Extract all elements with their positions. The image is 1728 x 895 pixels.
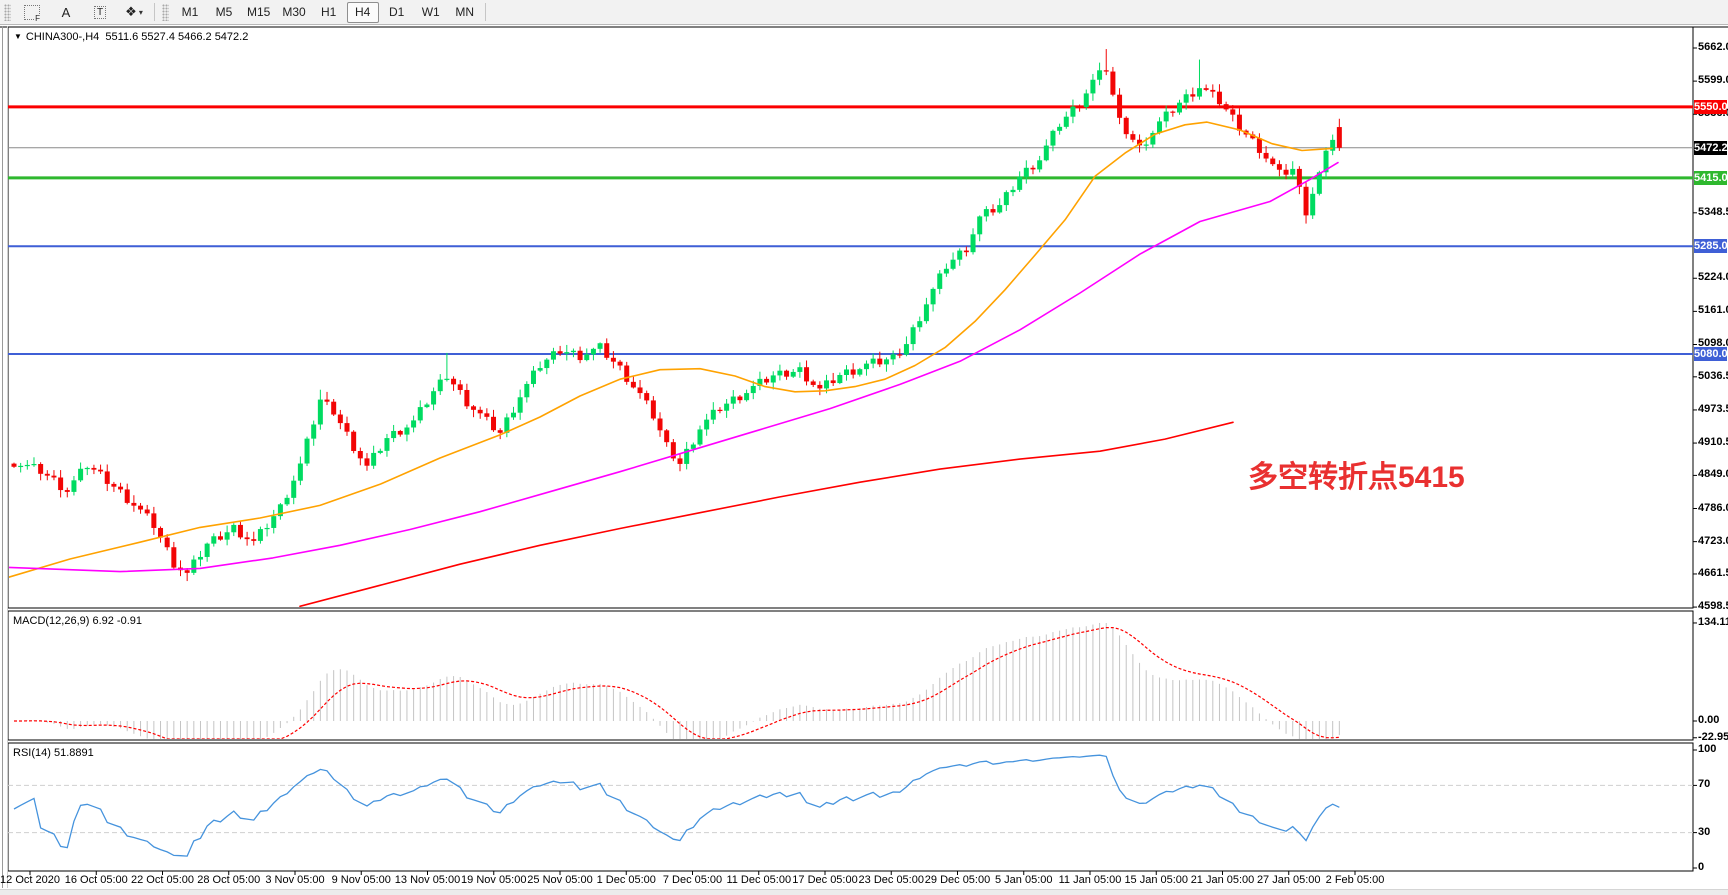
time-axis-label: 9 Nov 05:00: [331, 874, 391, 886]
toolbar-separator: [154, 3, 155, 21]
rsi-line: [13, 754, 1340, 857]
horizontal-lines: [8, 105, 1693, 355]
chart-symbol-period: CHINA300-,H4: [25, 31, 100, 43]
time-axis-label: 27 Jan 05:00: [1256, 874, 1321, 886]
timeframe-button-h1[interactable]: H1: [321, 5, 337, 19]
price-tick-label: 5161.0: [1698, 304, 1728, 317]
arrow-marker-icon[interactable]: ❖ ▾: [125, 4, 143, 19]
pointer-grid-icon[interactable]: F: [16, 2, 48, 23]
macd-signal-line: [14, 627, 1340, 739]
grid-glyph: F: [24, 4, 41, 23]
chart-text-annotation[interactable]: 多空转折点5415: [1248, 461, 1465, 494]
time-axis-label: 12 Oct 2020: [0, 874, 60, 886]
price-badge-5285.0: 5285.0: [1694, 239, 1728, 254]
price-tick-label: 4910.5: [1698, 436, 1728, 449]
candlestick-series: [11, 49, 1342, 582]
macd-axis-label: 0.00: [1698, 714, 1720, 726]
macd-axis-label: -22.95: [1698, 730, 1728, 743]
price-tick-label: 4598.5: [1698, 600, 1728, 613]
toolbar-separator: [484, 3, 486, 21]
ma-slow-line: [299, 421, 1234, 607]
text-box-icon[interactable]: T: [84, 2, 116, 23]
time-axis-label: 1 Dec 05:00: [596, 874, 656, 886]
price-tick-label: 5036.5: [1698, 369, 1728, 382]
time-axis-label: 17 Dec 05:00: [792, 874, 858, 886]
time-axis-label: 25 Nov 05:00: [527, 874, 593, 886]
rsi-axis-label: 30: [1698, 825, 1711, 838]
rsi-axis-label: 100: [1698, 743, 1717, 755]
timeframe-button-m5[interactable]: M5: [215, 5, 233, 19]
price-tick-label: 5224.0: [1698, 271, 1728, 284]
time-axis-label: 22 Oct 05:00: [131, 874, 194, 886]
chart-collapse-icon[interactable]: ▼: [14, 32, 22, 41]
time-axis-label: 19 Nov 05:00: [461, 874, 527, 886]
axis-tick-marks: [29, 47, 1697, 875]
price-tick-label: 4786.0: [1698, 501, 1728, 514]
time-axis-label: 11 Dec 05:00: [726, 874, 792, 886]
price-badge-5550.0: 5550.0: [1694, 99, 1728, 114]
price-tick-label: 4723.0: [1698, 534, 1728, 547]
time-axis-label: 15 Jan 05:00: [1124, 874, 1189, 886]
time-axis-label: 11 Jan 05:00: [1058, 874, 1122, 886]
price-tick-label: 5662.0: [1698, 41, 1728, 53]
time-axis-label: 3 Nov 05:00: [265, 874, 325, 886]
timeframe-button-m1[interactable]: M1: [181, 5, 199, 19]
timeframe-button-m15[interactable]: M15: [247, 5, 271, 19]
rsi-axis-label: 0: [1698, 861, 1705, 873]
chart-ohlc-values: 5511.6 5527.4 5466.2 5472.2: [105, 31, 249, 43]
time-axis-label: 13 Nov 05:00: [394, 874, 461, 886]
timeframe-button-group: M1 M5 M15 M30 H1 H4 D1 W1 MN: [173, 1, 482, 23]
timeframe-button-d1[interactable]: D1: [389, 5, 405, 19]
timeframe-button-m30[interactable]: M30: [282, 5, 306, 19]
price-tick-label: 4849.0: [1698, 468, 1728, 481]
timeframe-button-h4[interactable]: H4: [346, 1, 379, 23]
ma-fast-line: [9, 121, 1333, 578]
window-bottom-strip: [0, 889, 1728, 895]
current-price-badge: 5472.2: [1694, 140, 1728, 155]
macd-indicator-label: MACD(12,26,9) 6.92 -0.91: [13, 615, 143, 627]
toolbar-drag-handle[interactable]: [162, 3, 169, 21]
time-axis-label: 2 Feb 05:00: [1325, 874, 1385, 886]
text-label-icon[interactable]: A: [61, 4, 71, 20]
time-axis-label: 16 Oct 05:00: [64, 874, 128, 886]
timeframe-button-mn[interactable]: MN: [455, 5, 475, 19]
time-axis-label: 29 Dec 05:00: [924, 874, 991, 886]
time-axis-label: 21 Jan 05:00: [1190, 874, 1255, 886]
price-badge-5080.0: 5080.0: [1694, 346, 1728, 361]
window-left-rail: [2, 26, 8, 888]
ma-mid-line: [9, 161, 1339, 573]
price-tick-label: 4973.5: [1698, 402, 1728, 415]
price-tick-label: 5098.0: [1698, 337, 1728, 350]
time-axis-label: 28 Oct 05:00: [197, 874, 261, 886]
time-axis-label: 23 Dec 05:00: [858, 874, 924, 886]
price-tick-label: 4661.5: [1698, 566, 1728, 579]
rsi-axis-label: 70: [1698, 778, 1711, 791]
chart-title: ▼ CHINA300-,H4 5511.6 5527.4 5466.2 5472.…: [14, 31, 248, 43]
macd-histogram: [20, 622, 1340, 739]
time-axis-label: 5 Jan 05:00: [995, 874, 1053, 886]
price-tick-label: 5348.5: [1698, 205, 1728, 218]
panel-frames: [0, 26, 1728, 872]
toolbar: F A T ❖ ▾ M1 M5 M15 M30 H1 H4 D1 W1 MN: [0, 0, 1728, 25]
chevron-down-icon: ▾: [138, 7, 143, 17]
rsi-level-lines: [8, 784, 1693, 834]
price-badge-5415.0: 5415.0: [1694, 170, 1728, 185]
time-axis-label: 7 Dec 05:00: [662, 874, 723, 886]
price-tick-label: 5599.0: [1698, 74, 1728, 87]
timeframe-button-w1[interactable]: W1: [421, 5, 440, 19]
macd-axis-label: 134.11: [1698, 615, 1728, 628]
toolbar-drag-handle[interactable]: [4, 3, 11, 21]
rsi-indicator-label: RSI(14) 51.8891: [13, 747, 94, 759]
